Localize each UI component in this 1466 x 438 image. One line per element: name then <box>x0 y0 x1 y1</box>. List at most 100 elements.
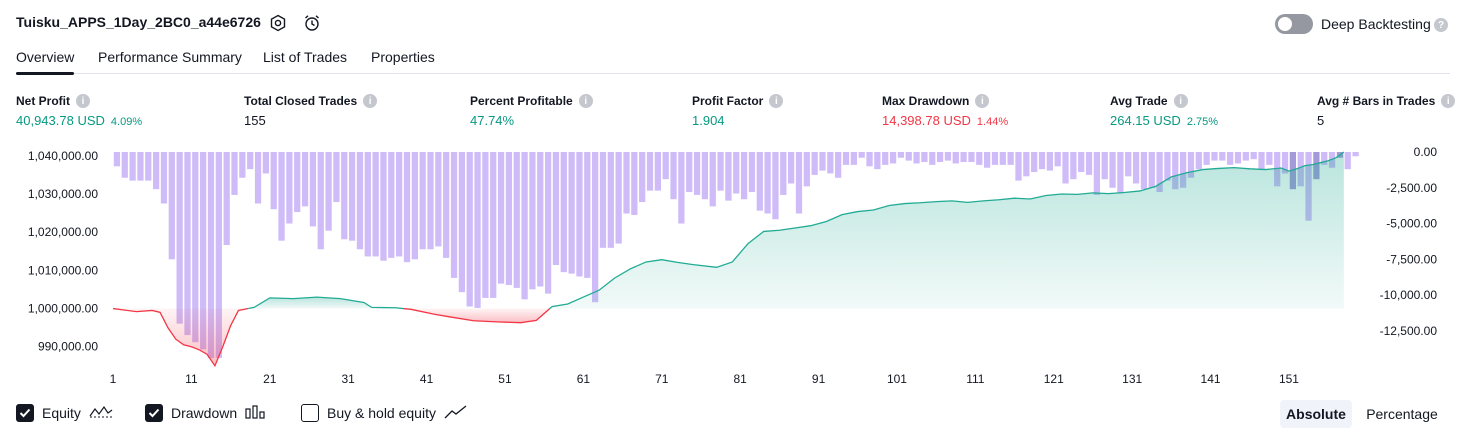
legend-drawdown[interactable]: Drawdown <box>145 404 267 422</box>
info-icon[interactable]: i <box>975 94 990 108</box>
x-axis-tick: 121 <box>1044 372 1064 386</box>
drawdown-bar <box>780 152 787 195</box>
metric-label-text: Avg Trade <box>1110 94 1168 108</box>
help-icon[interactable]: ? <box>1434 18 1448 32</box>
drawdown-bar <box>152 152 160 190</box>
drawdown-bar <box>207 152 215 358</box>
drawdown-bar <box>944 152 952 161</box>
drawdown-bar <box>654 152 661 191</box>
drawdown-bar <box>1062 152 1069 184</box>
drawdown-bar <box>592 152 599 303</box>
drawdown-bar <box>435 152 442 247</box>
drawdown-bar <box>1101 152 1108 180</box>
y-axis-left-tick: 1,010,000.00 <box>28 263 98 277</box>
drawdown-bar <box>1125 152 1132 177</box>
legend-equity[interactable]: Equity <box>16 404 113 422</box>
tab-overview[interactable]: Overview <box>16 49 75 65</box>
drawdown-bar <box>646 152 654 191</box>
alarm-clock-icon[interactable] <box>302 13 322 33</box>
buy-hold-line-icon <box>444 404 468 422</box>
equity-drawdown-chart[interactable]: 1,040,000.00 1,030,000.00 1,020,000.00 1,01… <box>0 140 1466 390</box>
drawdown-bar <box>529 152 536 290</box>
drawdown-bar <box>278 152 285 241</box>
drawdown-bar <box>1078 152 1085 173</box>
drawdown-bar <box>913 152 920 164</box>
drawdown-bar <box>544 152 552 294</box>
deep-backtesting-toggle[interactable] <box>1275 14 1313 34</box>
drawdown-bar <box>286 152 293 224</box>
percentage-view-button[interactable]: Percentage <box>1366 406 1438 422</box>
strategy-title: Tuisku_APPS_1Day_2BC0_a44e6726 <box>16 14 261 30</box>
buy-hold-checkbox[interactable] <box>301 404 319 422</box>
y-axis-left-tick: 990,000.00 <box>38 340 98 354</box>
tab-list-of-trades[interactable]: List of Trades <box>263 49 348 65</box>
drawdown-bar <box>129 152 136 181</box>
drawdown-bar <box>560 152 567 273</box>
active-tab-indicator <box>16 72 74 75</box>
metric-value: 47.74% <box>470 113 514 128</box>
metric-label-text: Avg # Bars in Trades <box>1317 94 1436 108</box>
drawdown-bar <box>921 152 928 163</box>
drawdown-bar <box>1266 152 1273 165</box>
metric-label: Max Drawdown i <box>882 94 990 108</box>
drawdown-bar <box>1109 152 1116 188</box>
settings-icon[interactable] <box>268 13 288 33</box>
legend-buy-hold[interactable]: Buy & hold equity <box>301 404 468 422</box>
info-icon[interactable]: i <box>1441 94 1456 108</box>
drawdown-bar <box>952 152 959 164</box>
drawdown-bar <box>231 152 238 195</box>
x-axis-tick: 141 <box>1201 372 1221 386</box>
x-axis-tick: 31 <box>342 372 356 386</box>
y-axis-left-tick: 1,020,000.00 <box>28 225 98 239</box>
drawdown-bar <box>1321 152 1328 165</box>
equity-profit-line <box>248 296 404 310</box>
drawdown-bar <box>482 152 489 298</box>
drawdown-bar <box>427 152 434 250</box>
info-icon[interactable]: i <box>1173 94 1188 108</box>
drawdown-bar <box>584 152 591 278</box>
tab-performance-summary[interactable]: Performance Summary <box>98 49 242 65</box>
info-icon[interactable]: i <box>578 94 593 108</box>
equity-loss-area <box>113 308 249 366</box>
drawdown-bar <box>1227 152 1234 165</box>
drawdown-bar <box>1031 152 1038 173</box>
info-icon[interactable]: i <box>76 94 90 108</box>
drawdown-label: Drawdown <box>171 405 238 421</box>
drawdown-bar <box>505 152 513 286</box>
y-axis-left-tick: 1,030,000.00 <box>28 187 98 201</box>
drawdown-bar <box>301 152 309 207</box>
drawdown-bar <box>693 152 701 195</box>
y-axis-right-tick: 0.00 <box>1414 145 1438 159</box>
drawdown-bar <box>380 152 387 261</box>
drawdown-bar <box>1281 152 1289 174</box>
info-icon[interactable]: i <box>363 94 378 108</box>
metric-label: Avg Trade i <box>1110 94 1188 108</box>
drawdown-bar <box>262 152 269 174</box>
tab-properties[interactable]: Properties <box>371 49 435 65</box>
drawdown-bar <box>678 152 685 224</box>
drawdown-bar <box>615 152 622 244</box>
drawdown-bar <box>889 152 897 164</box>
drawdown-bar <box>607 152 614 248</box>
drawdown-bar <box>239 152 246 178</box>
drawdown-checkbox[interactable] <box>145 404 163 422</box>
x-axis-tick: 1 <box>110 372 117 386</box>
drawdown-bar <box>537 152 544 287</box>
metric-value-text: 14,398.78 USD <box>882 113 971 128</box>
metric-label-text: Max Drawdown <box>882 94 970 108</box>
equity-loss-line <box>112 307 249 368</box>
metric-value: 1.904 <box>692 113 725 128</box>
info-icon[interactable]: i <box>769 94 784 108</box>
absolute-view-button[interactable]: Absolute <box>1280 400 1352 428</box>
x-axis-tick: 11 <box>185 372 198 386</box>
drawdown-bar <box>223 152 230 245</box>
x-axis-tick: 151 <box>1279 372 1299 386</box>
equity-checkbox[interactable] <box>16 404 34 422</box>
drawdown-bar <box>215 152 222 358</box>
drawdown-bar <box>474 152 481 308</box>
equity-line-icon <box>89 405 113 422</box>
metric-value-text: 264.15 USD <box>1110 113 1181 128</box>
drawdown-bar <box>1007 152 1014 165</box>
drawdown-bar <box>599 152 607 248</box>
drawdown-bar <box>1250 152 1257 160</box>
